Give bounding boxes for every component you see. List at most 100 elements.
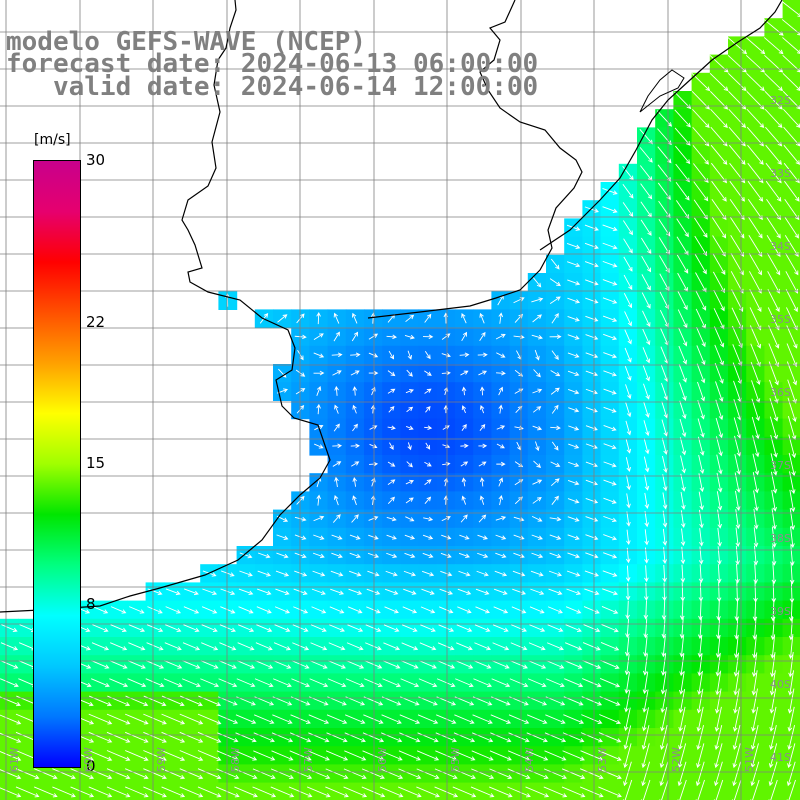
speed-cell (309, 782, 329, 800)
wind-arrow (345, 678, 365, 688)
wind-arrow (397, 786, 422, 798)
wind-arrow (567, 479, 580, 486)
wind-arrow (496, 461, 506, 467)
wind-arrow (751, 416, 760, 440)
wind-arrow (642, 707, 649, 732)
wind-arrow (347, 606, 363, 614)
wind-arrow (676, 218, 689, 238)
wind-arrow (310, 642, 328, 651)
wind-arrow (326, 732, 348, 743)
speed-cell (218, 782, 238, 800)
wind-arrow (332, 461, 342, 467)
wind-arrow (0, 678, 19, 688)
wind-arrow (674, 109, 691, 128)
wind-arrow (424, 370, 432, 376)
wind-arrow (461, 477, 467, 487)
speed-cell (782, 455, 800, 474)
wind-arrow (624, 654, 630, 676)
wind-arrow (582, 660, 602, 669)
wind-arrow (732, 706, 741, 732)
wind-arrow (549, 296, 561, 304)
wind-arrow (237, 660, 256, 669)
wind-arrow (697, 418, 705, 438)
wind-arrow (783, 108, 800, 128)
wind-arrow (161, 731, 186, 743)
wind-arrow (734, 454, 741, 475)
wind-arrow (544, 732, 567, 743)
wind-arrow (470, 786, 495, 798)
wind-arrow (124, 713, 149, 725)
wind-arrow (533, 369, 541, 378)
speed-cell (782, 345, 800, 365)
wind-arrow (256, 606, 272, 614)
wind-arrow (752, 634, 757, 659)
wind-arrow (727, 37, 748, 55)
wind-arrow (564, 660, 583, 669)
wind-arrow (641, 255, 652, 273)
wind-arrow (405, 425, 414, 430)
speed-cell (782, 273, 800, 292)
wind-arrow (549, 552, 562, 559)
wind-arrow (551, 495, 559, 505)
wind-arrow (237, 642, 255, 651)
wind-arrow (734, 634, 739, 659)
speed-cell (564, 782, 583, 800)
wind-arrow (367, 570, 380, 577)
wind-arrow (402, 606, 418, 614)
wind-arrow (732, 761, 742, 787)
wind-arrow (235, 732, 257, 743)
wind-arrow (367, 552, 380, 559)
wind-arrow (332, 370, 342, 376)
wind-arrow (713, 308, 725, 330)
wind-arrow (128, 642, 146, 651)
wind-arrow (746, 108, 765, 129)
longitude-label: 54W (523, 747, 536, 772)
speed-cell (163, 782, 183, 800)
wind-arrow (550, 478, 560, 487)
wind-arrow (603, 497, 617, 504)
wind-arrow (511, 624, 527, 632)
speed-cell (254, 782, 274, 800)
wind-arrow (643, 582, 649, 601)
wind-arrow (33, 786, 58, 798)
wind-arrow (510, 642, 528, 651)
wind-arrow (642, 653, 648, 676)
wind-arrow (567, 516, 580, 522)
wind-arrow (387, 479, 396, 486)
wind-arrow (750, 361, 761, 386)
wind-arrow (220, 606, 236, 614)
wind-arrow (52, 768, 76, 780)
wind-arrow (389, 442, 394, 450)
wind-arrow (566, 570, 581, 577)
wind-arrow (400, 660, 419, 669)
wind-arrow (455, 678, 474, 688)
wind-arrow (33, 768, 58, 780)
wind-arrow (316, 311, 321, 325)
wind-arrow (662, 492, 668, 510)
wind-arrow (381, 714, 402, 724)
speed-cell (236, 782, 256, 800)
wind-arrow (404, 552, 416, 558)
wind-arrow (352, 404, 357, 414)
wind-arrow (585, 479, 599, 486)
wind-arrow (598, 732, 622, 743)
wind-arrow (106, 768, 131, 780)
wind-arrow (461, 386, 467, 396)
wind-arrow (603, 352, 617, 359)
wind-arrow (434, 786, 459, 798)
wind-arrow (643, 438, 650, 455)
latitude-label: 34S (770, 240, 791, 253)
wind-arrow (603, 388, 617, 395)
speed-cell (782, 309, 800, 329)
wind-arrow (660, 671, 667, 695)
wind-arrow (787, 688, 795, 714)
longitude-label: 52W (670, 747, 683, 772)
wind-arrow (479, 386, 485, 396)
wind-arrow (255, 642, 273, 651)
wind-arrow (252, 786, 277, 798)
wind-arrow (217, 714, 239, 724)
wind-arrow (599, 714, 621, 725)
wind-arrow (507, 786, 531, 798)
wind-arrow (313, 534, 325, 540)
